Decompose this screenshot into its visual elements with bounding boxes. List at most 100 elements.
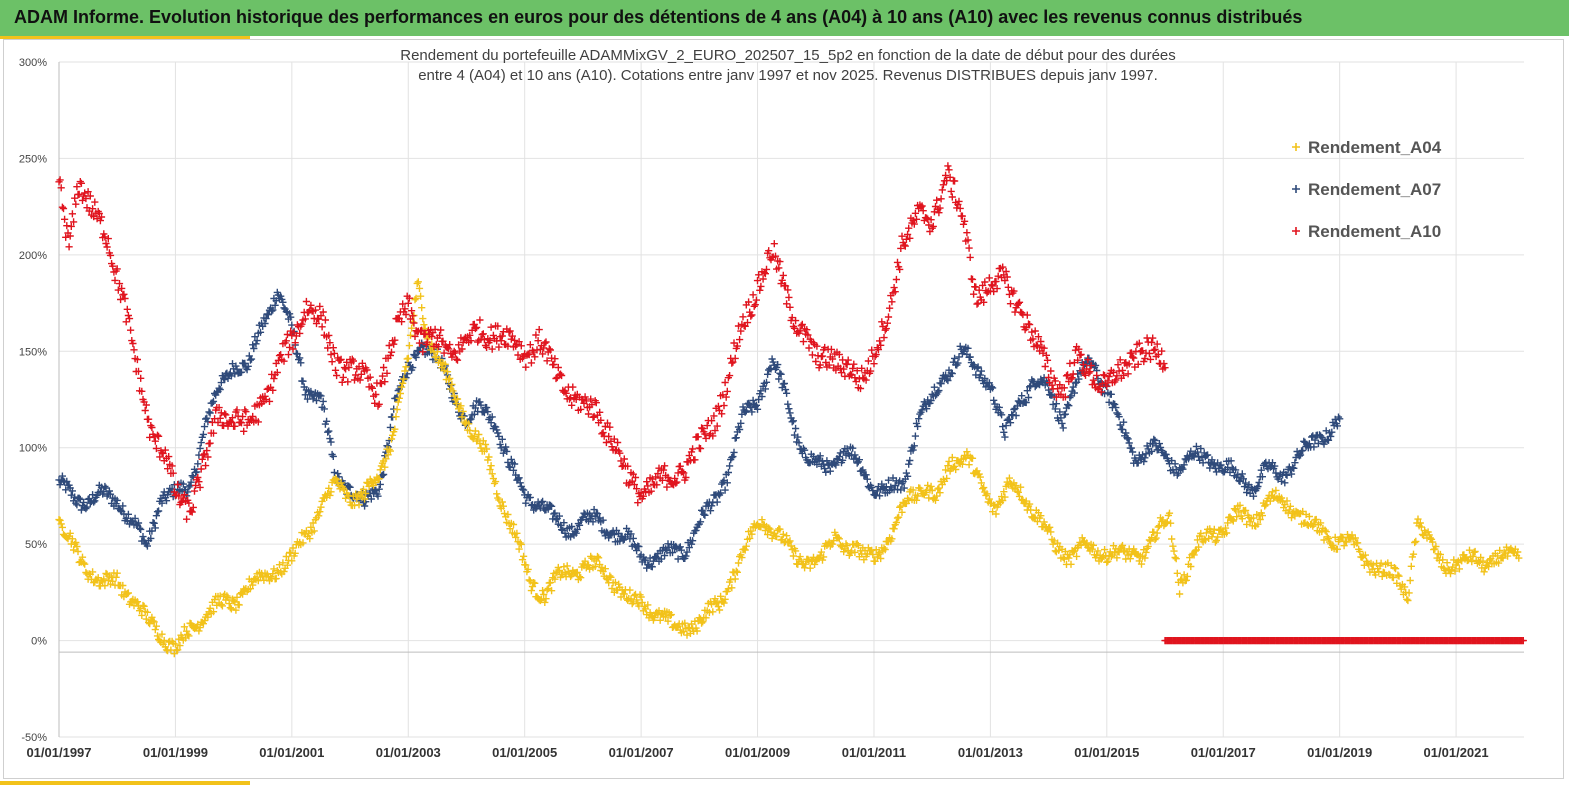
marker-rendement_a07 [203,414,211,422]
marker-rendement_a07 [487,419,495,427]
marker-rendement_a07 [488,413,496,421]
marker-rendement_a10 [710,412,718,420]
marker-rendement_a04 [204,613,212,621]
marker-rendement_a07 [699,507,707,515]
marker-rendement_a10 [1077,350,1085,359]
marker-rendement_a07 [1258,473,1266,481]
marker-rendement_a10 [750,302,758,310]
marker-rendement_a10 [644,482,652,490]
marker-rendement_a10 [898,232,906,240]
marker-rendement_a10 [856,384,865,393]
marker-rendement_a10 [277,351,285,359]
marker-rendement_a07 [927,396,935,405]
marker-rendement_a04 [958,460,966,468]
marker-rendement_a04 [481,440,490,449]
marker-rendement_a10 [989,282,997,290]
marker-rendement_a07 [1141,454,1149,462]
marker-rendement_a04 [815,555,823,563]
marker-rendement_a07 [1168,457,1176,465]
marker-rendement_a10 [624,462,632,470]
marker-rendement_a04 [1254,520,1262,528]
marker-rendement_a07 [117,506,125,514]
marker-rendement_a10 [803,326,811,334]
marker-rendement_a10 [445,345,453,353]
marker-rendement_a07 [200,423,209,431]
marker-rendement_a04 [1322,528,1330,536]
marker-rendement_a07 [158,499,166,507]
marker-rendement_a04 [1477,553,1485,561]
marker-rendement_a10 [532,331,540,339]
marker-rendement_a10 [386,351,394,360]
marker-rendement_a10 [562,389,570,397]
marker-rendement_a04 [1468,558,1476,566]
marker-rendement_a10 [541,339,549,347]
marker-rendement_a10 [1161,364,1169,372]
marker-rendement_a07 [676,543,684,551]
marker-rendement_a04 [279,559,287,567]
marker-rendement_a04 [1320,536,1328,544]
marker-rendement_a10 [329,344,337,352]
marker-rendement_a07 [774,361,782,369]
marker-rendement_a04 [195,627,203,635]
marker-rendement_a04 [977,479,985,487]
marker-rendement_a04 [331,474,340,483]
marker-rendement_a04 [876,548,884,557]
marker-rendement_a07 [509,466,518,474]
marker-rendement_a10 [494,322,502,330]
marker-rendement_a10 [892,275,900,284]
marker-rendement_a04 [1083,539,1091,547]
marker-rendement_a10 [1032,341,1040,349]
marker-rendement_a04 [393,405,401,414]
marker-rendement_a04 [1480,568,1488,576]
marker-rendement_a04 [1111,549,1119,557]
marker-rendement_a04 [499,502,507,510]
marker-rendement_a07 [792,424,800,433]
marker-rendement_a07 [72,499,80,507]
marker-rendement_a07 [256,328,265,336]
marker-rendement_a04 [1005,474,1013,482]
marker-rendement_a10 [189,503,197,511]
marker-rendement_a10 [434,343,443,351]
marker-rendement_a07 [1111,400,1119,408]
marker-rendement_a04 [765,524,773,532]
marker-rendement_a04 [548,587,556,595]
marker-rendement_a07 [320,405,328,413]
marker-rendement_a04 [1142,548,1150,556]
marker-rendement_a10 [796,327,804,335]
marker-rendement_a04 [1209,529,1217,537]
marker-rendement_a04 [924,481,932,489]
marker-rendement_a10 [283,330,291,339]
marker-rendement_a10 [1028,328,1036,336]
marker-rendement_a10 [65,243,73,251]
marker-rendement_a07 [124,510,132,518]
marker-rendement_a10 [973,300,981,308]
marker-rendement_a10 [339,373,347,381]
marker-rendement_a10 [96,217,104,225]
marker-rendement_a10 [912,215,921,223]
marker-rendement_a04 [149,617,157,625]
marker-rendement_a04 [586,565,594,573]
marker-rendement_a04 [948,453,956,462]
marker-rendement_a10 [109,262,117,270]
marker-rendement_a07 [1124,435,1132,443]
marker-rendement_a10 [57,184,65,192]
marker-rendement_a07 [1287,470,1296,478]
marker-rendement_a07 [199,430,207,438]
marker-rendement_a10 [654,470,662,478]
x-tick-label: 01/01/2017 [1191,745,1256,760]
marker-rendement_a10 [68,210,76,218]
marker-rendement_a07 [1242,479,1250,487]
marker-rendement_a10 [965,244,973,252]
marker-rendement_a07 [876,492,884,500]
marker-rendement_a07 [196,444,204,452]
marker-rendement_a04 [418,304,426,312]
marker-rendement_a04 [888,535,896,543]
marker-rendement_a10-zero [1519,637,1527,645]
marker-rendement_a07 [713,498,721,506]
marker-rendement_a04 [1258,512,1266,520]
marker-rendement_a10 [404,299,412,307]
marker-rendement_a10 [864,357,872,365]
marker-rendement_a10 [771,252,780,260]
marker-rendement_a07 [657,555,665,563]
marker-rendement_a10 [970,290,978,298]
